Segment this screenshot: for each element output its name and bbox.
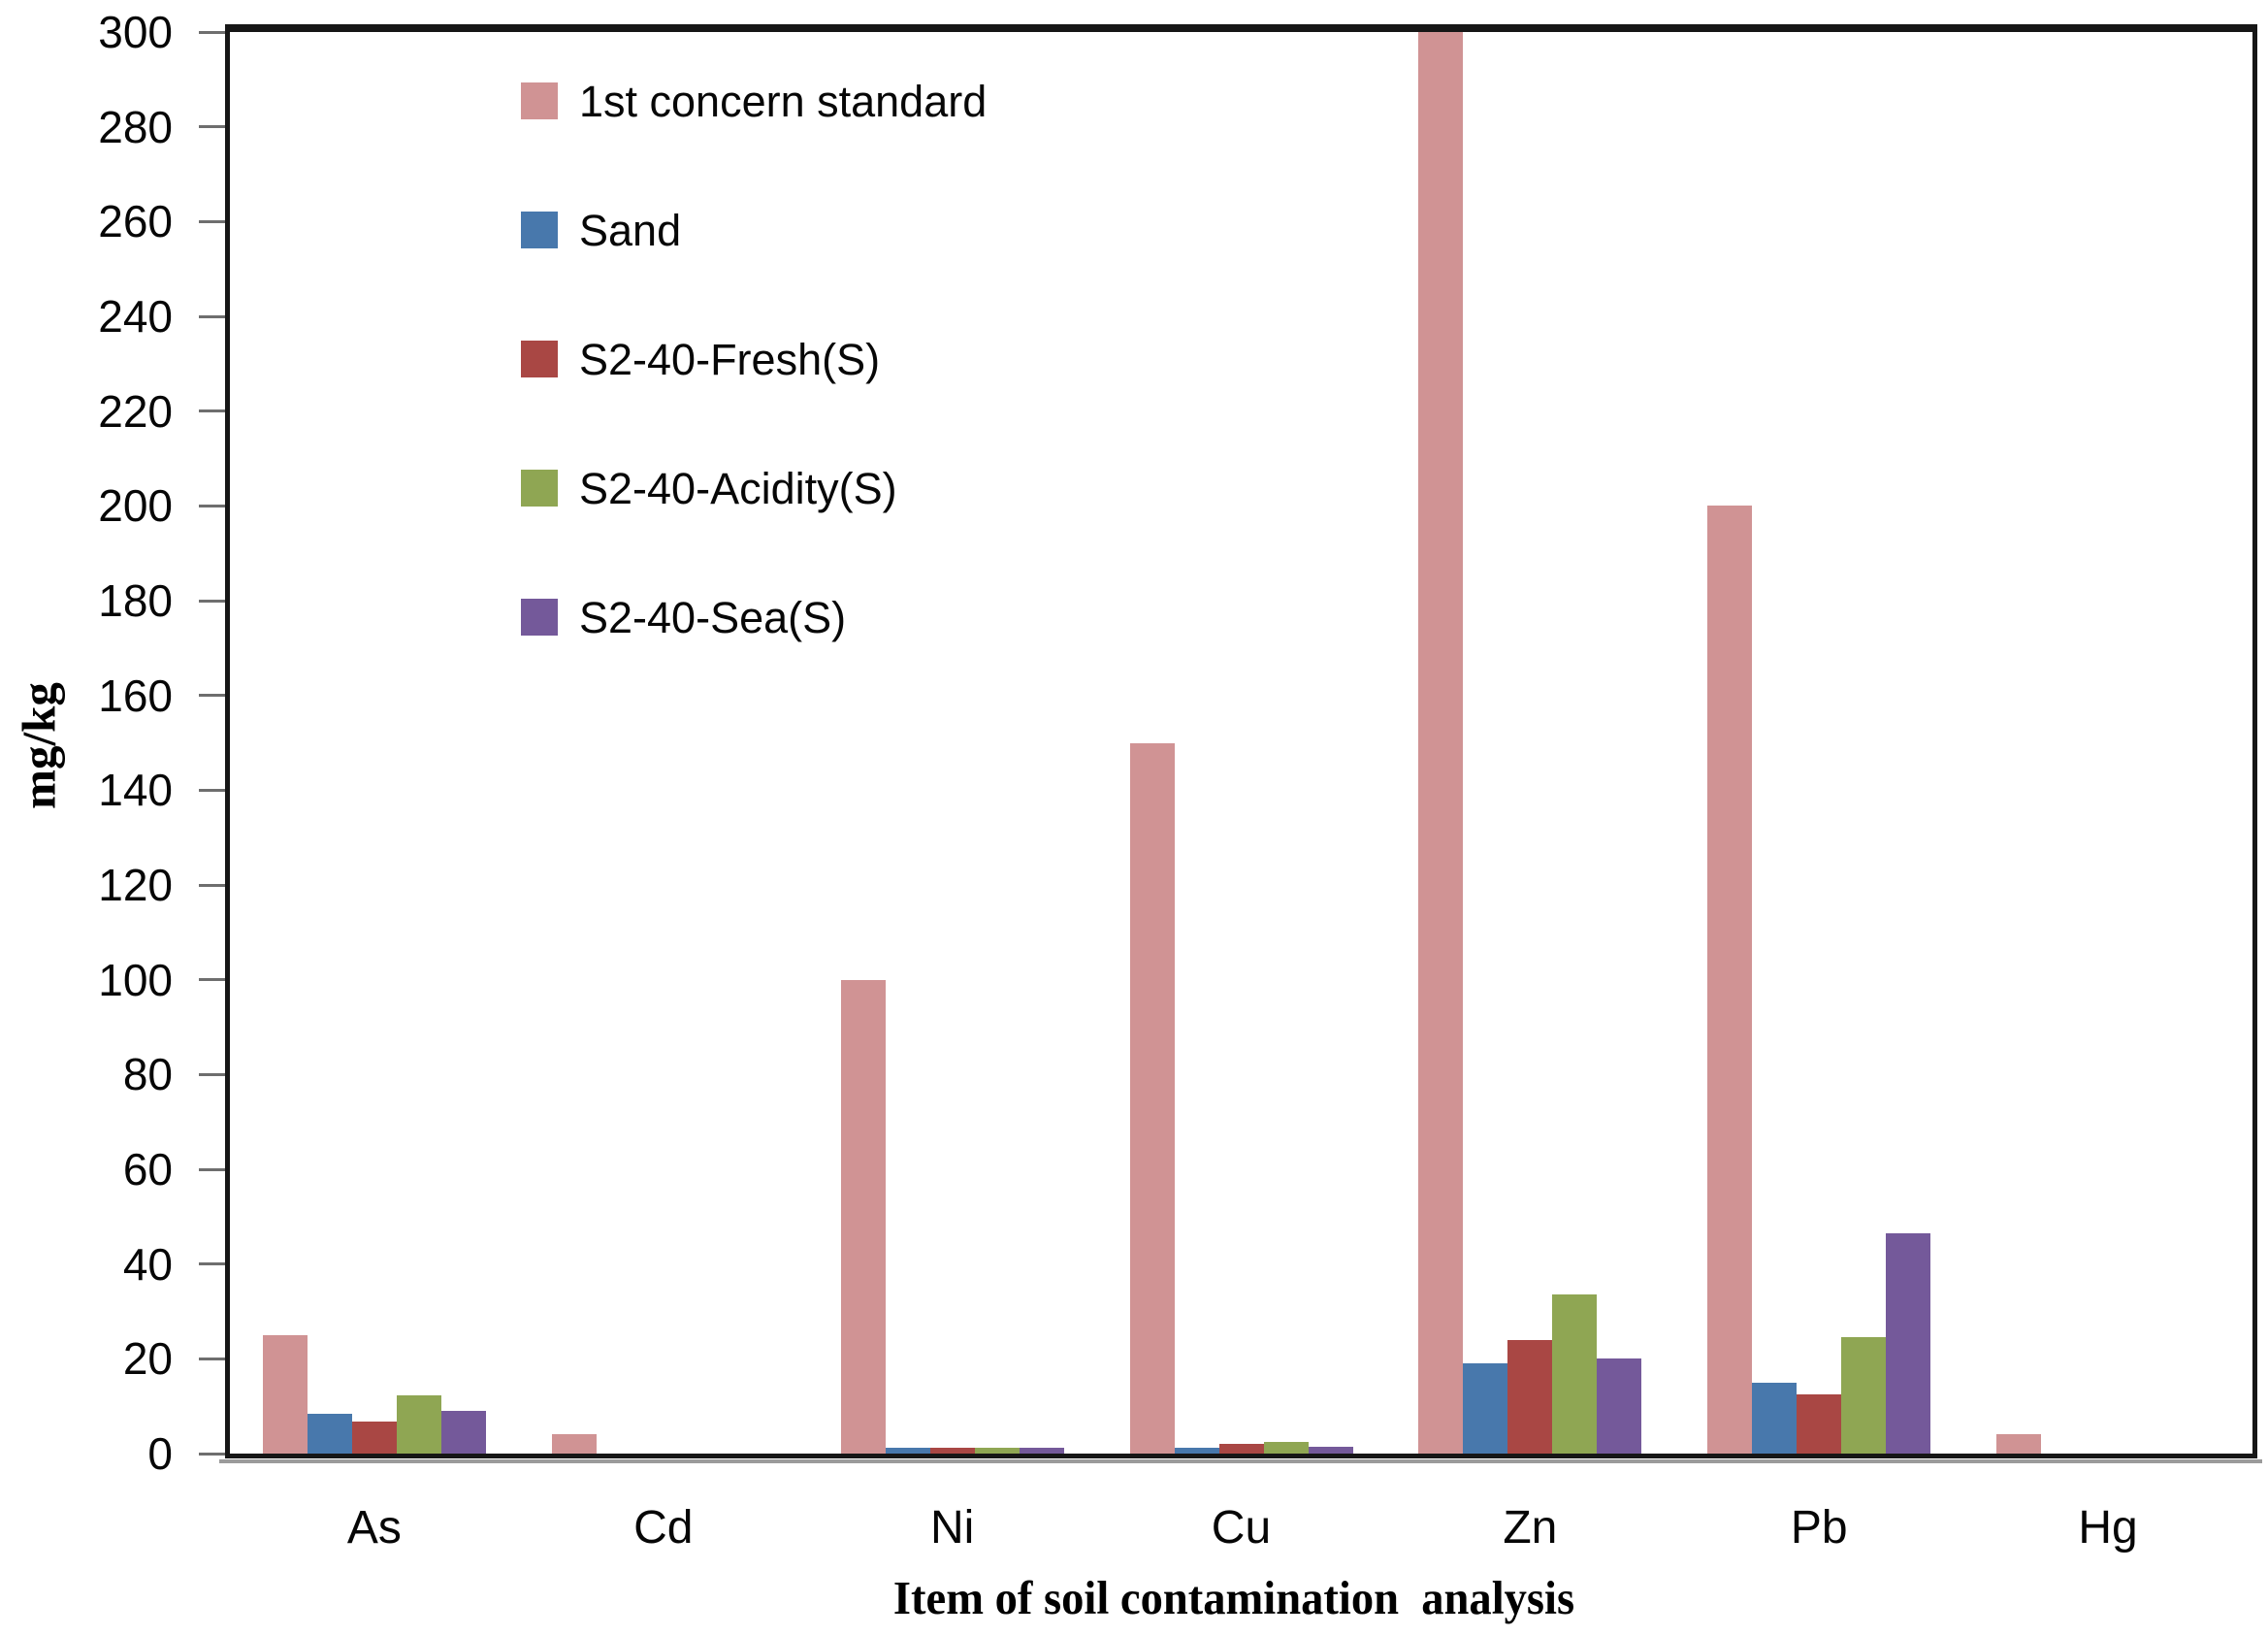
- legend-item: S2-40-Sea(S): [521, 592, 987, 642]
- bar: [1174, 1447, 1219, 1454]
- bar: [1263, 1441, 1309, 1454]
- y-tick: [199, 1452, 225, 1456]
- bar: [840, 979, 886, 1454]
- bar-group-As: [230, 32, 519, 1454]
- y-tick: [199, 1357, 225, 1360]
- legend-label: S2-40-Fresh(S): [579, 334, 881, 384]
- bar-group-Pb: [1674, 32, 1963, 1454]
- y-tick: [199, 599, 225, 603]
- bar: [1129, 742, 1175, 1454]
- y-tick-label: 140: [98, 765, 173, 816]
- y-tick: [199, 409, 225, 413]
- x-axis-line-shadow: [219, 1459, 2262, 1463]
- bar: [1463, 1363, 1508, 1454]
- bar: [1308, 1447, 1353, 1454]
- y-tick-label: 160: [98, 670, 173, 721]
- plot-area: 1st concern standard Sand S2-40-Fresh(S) S2…: [225, 24, 2257, 1458]
- bar-group-Cu: [1097, 32, 1386, 1454]
- legend-swatch: [521, 212, 558, 248]
- bar-group-Hg: [1963, 32, 2252, 1454]
- bar: [929, 1447, 975, 1454]
- y-tick-label: 280: [98, 101, 173, 152]
- legend-item: S2-40-Fresh(S): [521, 338, 987, 381]
- y-tick: [199, 504, 225, 507]
- bar: [1707, 506, 1753, 1454]
- y-tick: [199, 788, 225, 792]
- legend-item: Sand: [521, 209, 987, 252]
- bar-group-Zn: [1385, 32, 1674, 1454]
- bar: [1552, 1294, 1598, 1454]
- y-tick-label: 40: [122, 1238, 173, 1290]
- y-tick: [199, 883, 225, 887]
- bar: [1797, 1393, 1842, 1454]
- legend-label: S2-40-Acidity(S): [579, 463, 897, 513]
- bar: [1019, 1447, 1064, 1454]
- legend-swatch: [521, 82, 558, 119]
- bar: [1886, 1232, 1931, 1454]
- bar: [351, 1421, 397, 1454]
- x-category-label: Ni: [929, 1502, 975, 1554]
- bar: [1507, 1339, 1553, 1454]
- y-tick-label: 300: [98, 7, 173, 57]
- y-tick-label: 220: [98, 385, 173, 437]
- y-tick-label: 240: [98, 291, 173, 342]
- y-tick: [199, 125, 225, 129]
- y-tick: [199, 219, 225, 223]
- x-category-label: As: [346, 1502, 402, 1554]
- bar: [396, 1394, 441, 1454]
- bar: [551, 1434, 597, 1454]
- y-tick-label: 20: [122, 1333, 173, 1385]
- bar: [307, 1414, 352, 1454]
- x-category-label: Cd: [633, 1502, 694, 1554]
- y-tick-label: 120: [98, 860, 173, 910]
- y-tick-label: 180: [98, 575, 173, 626]
- legend-swatch: [521, 341, 558, 377]
- bar: [1597, 1358, 1642, 1454]
- y-tick: [199, 314, 225, 318]
- bar: [1752, 1382, 1798, 1454]
- y-tick-label: 0: [147, 1428, 173, 1479]
- x-category-label: Zn: [1503, 1502, 1558, 1554]
- y-tick-label: 100: [98, 954, 173, 1005]
- legend-swatch: [521, 599, 558, 636]
- bar: [440, 1411, 486, 1454]
- legend-label: Sand: [579, 205, 682, 255]
- x-category-label: Hg: [2078, 1502, 2138, 1554]
- bar: [974, 1447, 1020, 1454]
- legend-label: 1st concern standard: [579, 76, 988, 126]
- y-tick: [199, 1072, 225, 1076]
- y-tick-label: 260: [98, 196, 173, 247]
- y-tick-label: 200: [98, 480, 173, 532]
- bar: [262, 1334, 308, 1454]
- legend-swatch: [521, 470, 558, 507]
- legend: 1st concern standard Sand S2-40-Fresh(S) S2…: [521, 80, 987, 728]
- y-tick-label: 80: [122, 1049, 173, 1100]
- y-tick: [199, 978, 225, 982]
- bar-group-Cd: [519, 32, 808, 1454]
- y-tick: [199, 1262, 225, 1266]
- bar-groups: [230, 32, 2252, 1454]
- x-category-label: Cu: [1211, 1502, 1272, 1554]
- x-axis-title: Item of soil contamination analysis: [892, 1571, 1575, 1624]
- bar: [1218, 1444, 1264, 1454]
- bar-group-Ni: [808, 32, 1097, 1454]
- y-tick: [199, 694, 225, 698]
- bar: [1418, 32, 1464, 1454]
- legend-item: 1st concern standard: [521, 80, 987, 123]
- y-tick: [199, 1167, 225, 1171]
- y-tick: [199, 30, 225, 34]
- bar: [1841, 1337, 1887, 1454]
- bar: [1996, 1434, 2042, 1454]
- bar: [885, 1447, 930, 1454]
- legend-item: S2-40-Acidity(S): [521, 463, 987, 513]
- y-tick-label: 60: [122, 1144, 173, 1194]
- x-category-label: Pb: [1790, 1502, 1848, 1554]
- legend-label: S2-40-Sea(S): [579, 592, 847, 642]
